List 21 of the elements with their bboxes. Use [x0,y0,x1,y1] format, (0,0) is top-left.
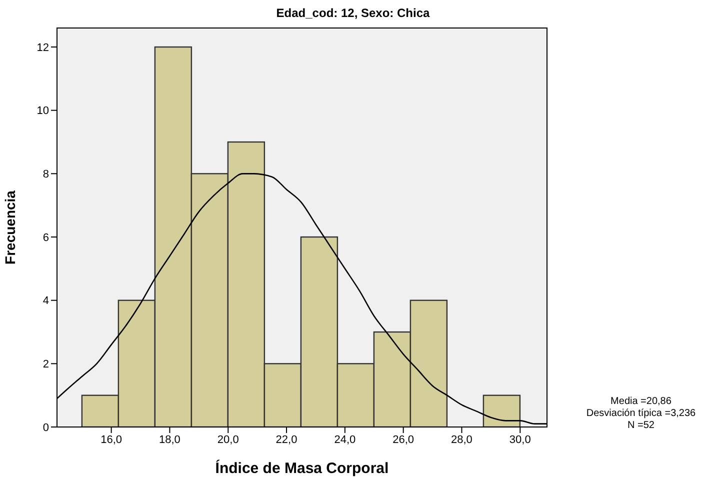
text: Media =20,86 [610,396,672,408]
x-tick-label: 22,0 [276,434,298,446]
x-axis-title: Índice de Masa Corporal [215,459,389,477]
x-tick-label: 28,0 [451,434,472,446]
text: N =52 [626,420,656,432]
chart-title: Edad_cod: 12, Sexo: Chica [275,6,431,20]
y-tick-label: 12 [36,42,49,54]
y-tick-label: 10 [36,105,49,118]
y-axis-title: Frecuencia [2,190,18,264]
x-tick-label: 16,0 [100,434,122,446]
y-tick-label: 4 [42,295,49,308]
x-tick-label: 30,0 [509,434,531,446]
text: Desviación típica =3,236 [585,408,697,420]
x-tick-label: 20,0 [217,434,239,446]
y-tick-label: 0 [42,422,49,434]
y-tick-label: 8 [42,168,49,181]
x-tick-label: 26,0 [392,434,414,446]
y-tick-label: 2 [42,358,49,371]
y-tick-label: 6 [42,232,49,244]
x-tick-label: 18,0 [159,434,180,446]
x-tick-label: 24,0 [334,434,356,446]
